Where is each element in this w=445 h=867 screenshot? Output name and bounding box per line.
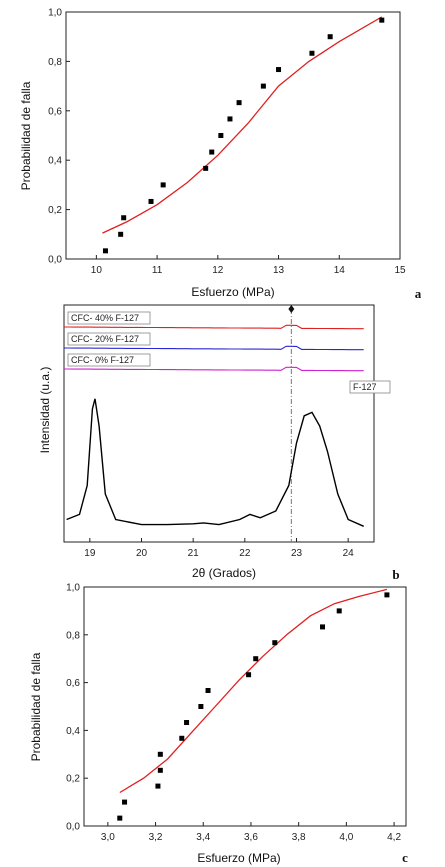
- panel-b-trace-2: [64, 366, 364, 372]
- panel-c-xtick-label: 3,0: [101, 832, 115, 843]
- panel-a-ytick-label: 0,6: [48, 106, 62, 117]
- panel-b-xtick-label: 22: [239, 548, 251, 559]
- panel-c-data-point: [117, 815, 123, 821]
- panel-b-xtick-label: 24: [343, 548, 355, 559]
- panel-a-ytick-label: 0,8: [48, 57, 62, 68]
- panel-c-ytick-label: 0,6: [66, 678, 80, 689]
- panel-c-data-point: [157, 751, 163, 757]
- panel-a-xtick-label: 10: [91, 265, 103, 276]
- panel-c-ytick-label: 0,8: [66, 630, 80, 641]
- panel-c-ytick-label: 0,0: [66, 822, 80, 833]
- panel-b-xlabel: 2θ (Grados): [192, 566, 256, 580]
- panel-b-trace-1: [64, 345, 364, 351]
- panel-c-xtick-label: 3,2: [149, 832, 163, 843]
- panel-a-xtick-label: 15: [394, 265, 406, 276]
- panel-a-xtick-label: 13: [273, 265, 285, 276]
- panel-a-data-point: [236, 100, 242, 106]
- panel-c-data-point: [246, 672, 252, 678]
- panel-c-data-point: [198, 704, 204, 709]
- panel-b-frame: [63, 304, 375, 543]
- panel-c-data-point: [155, 783, 161, 789]
- panel-b-legend-label: F-127: [353, 382, 377, 392]
- panel-c-xtick-label: 4,0: [339, 832, 353, 843]
- panel-a-data-point: [102, 248, 108, 254]
- panel-a-data-point: [218, 133, 224, 138]
- panel-c-xtick-label: 3,4: [196, 832, 210, 843]
- panel-a-data-point: [309, 50, 315, 56]
- panel-b-letter: b: [392, 567, 399, 582]
- panel-c-fit-curve: [119, 588, 388, 794]
- panel-b-legend-label: CFC- 40% F-127: [71, 313, 139, 323]
- panel-c-data-point: [336, 608, 342, 614]
- panel-b-trace-3: [66, 398, 364, 527]
- panel-a-xtick-label: 11: [152, 265, 163, 276]
- panel-b-ticks: 19 20 21 22 23 24: [84, 538, 354, 559]
- panel-a-ytick-label: 0,2: [48, 205, 62, 216]
- panel-a-ytick-label: 0,0: [48, 255, 62, 266]
- panel-a-data-point: [203, 165, 209, 171]
- panel-c-data-point: [184, 720, 190, 726]
- panel-a-fit-curve: [102, 16, 383, 234]
- panel-b-diamond-marker: [288, 305, 295, 313]
- panel-a-xtick-label: 14: [334, 265, 346, 276]
- panel-b-trace-0: [64, 324, 364, 330]
- panel-c-data-point: [384, 592, 390, 598]
- panel-b-legend-box: [349, 380, 391, 394]
- panel-b-xtick-label: 23: [291, 548, 303, 559]
- panel-a-data-point: [379, 17, 385, 23]
- panel-b-ylabel: Intensidad (u.a.): [38, 367, 52, 454]
- panel-a-ylabel: Probabilidad de falla: [19, 81, 33, 190]
- panel-c-data-point: [205, 687, 211, 693]
- panel-a-data-point: [209, 149, 215, 155]
- panel-c-data-point: [157, 767, 163, 773]
- panel-a-data-point: [276, 67, 282, 73]
- panel-a-data-point: [260, 83, 266, 89]
- panel-c-ticks: 3,0 3,2 3,4 3,6 3,8 4,0 4,2 0,0 0,2 0,4 0,6 0,8 1,0: [66, 583, 401, 844]
- panel-c-ytick-label: 0,2: [66, 774, 80, 785]
- panel-b-legend-label: CFC- 0% F-127: [71, 355, 134, 365]
- panel-c-ytick-label: 1,0: [66, 583, 80, 594]
- panel-b-legend-label: CFC- 20% F-127: [71, 334, 139, 344]
- panel-b-series: [64, 324, 364, 527]
- panel-c-xtick-label: 3,6: [244, 832, 258, 843]
- panel-a-xlabel: Esfuerzo (MPa): [191, 285, 274, 299]
- panel-c-data-point: [179, 735, 185, 741]
- panel-b-xtick-label: 19: [84, 548, 96, 559]
- panel-a-ticks: 10 11 12 13 14 15 0,0 0,2 0,4 0,6 0,8 1,0: [48, 8, 406, 277]
- panel-c-data-point: [320, 624, 326, 630]
- panel-a-data-point: [121, 215, 127, 221]
- panel-a-data-point: [327, 34, 333, 40]
- panel-c-xlabel: Esfuerzo (MPa): [197, 851, 280, 865]
- panel-b-legend-box: [67, 311, 151, 325]
- panel-a-data-point: [148, 198, 154, 204]
- panel-a-data-point: [118, 231, 124, 237]
- panel-c-xtick-label: 3,8: [292, 832, 306, 843]
- panel-c-points: [117, 592, 390, 821]
- panel-b-legend-box: [67, 353, 151, 367]
- panel-a-data-point: [227, 116, 233, 122]
- panel-a-frame: [65, 11, 401, 260]
- panel-a: 10 11 12 13 14 15 0,0 0,2 0,4 0,6 0,8 1,0 Esfuerzo …: [19, 8, 422, 302]
- panel-c-letter: c: [402, 850, 408, 865]
- panel-a-points: [102, 17, 385, 254]
- panel-a-xtick-label: 12: [212, 265, 224, 276]
- panel-b-xtick-label: 21: [188, 548, 200, 559]
- panel-c-ylabel: Probabilidad de falla: [29, 652, 43, 761]
- panel-c-data-point: [122, 799, 128, 805]
- panel-c: 3,0 3,2 3,4 3,6 3,8 4,0 4,20,00,20,40,60,81,0 …: [29, 583, 408, 866]
- panel-a-data-point: [160, 182, 166, 188]
- panel-b-xtick-label: 20: [136, 548, 148, 559]
- panel-b-legends: CFC- 40% F-127 CFC- 20% F-127 CFC- 0% F-12…: [67, 311, 391, 394]
- panel-c-data-point: [253, 656, 259, 662]
- panel-c-data-point: [272, 640, 278, 646]
- panel-a-letter: a: [415, 286, 422, 301]
- panel-b-legend-box: [67, 332, 151, 346]
- panel-c-frame: [83, 586, 407, 827]
- panel-a-ytick-label: 1,0: [48, 8, 62, 19]
- panel-b: 19 20 21 22 23 24 CFC- 40% F-127 CFC- 20% F-12…: [38, 304, 400, 582]
- panel-c-ytick-label: 0,4: [66, 726, 80, 737]
- panel-c-xtick-label: 4,2: [387, 832, 401, 843]
- panel-a-ytick-label: 0,4: [48, 156, 62, 167]
